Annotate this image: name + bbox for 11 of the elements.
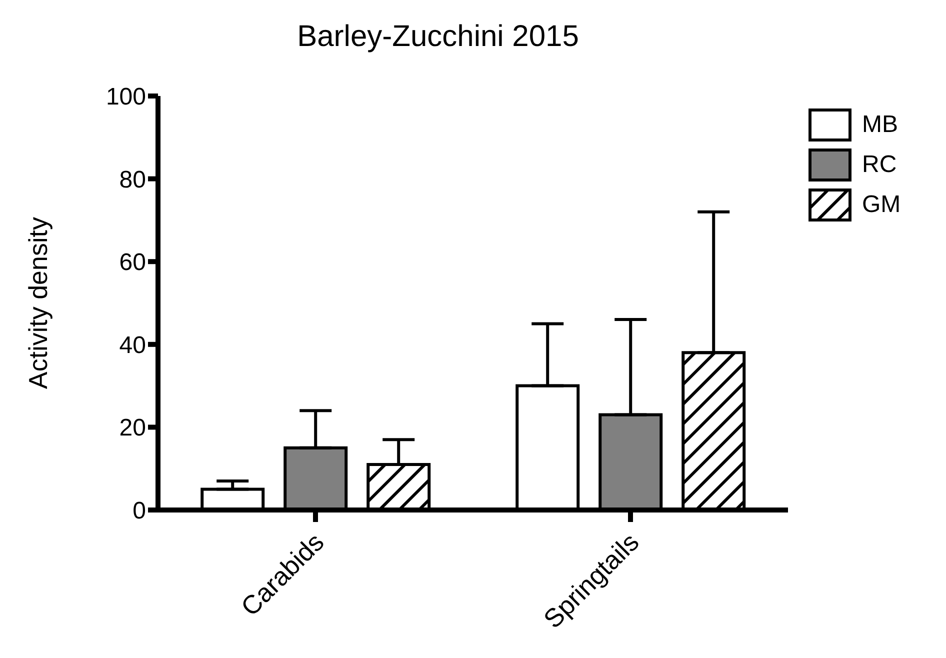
y-tick-label: 0: [132, 498, 146, 525]
chart-title: Barley-Zucchini 2015: [296, 20, 580, 54]
y-tick-label: 40: [119, 332, 146, 359]
y-axis-title: Activity density: [23, 217, 54, 389]
legend-label: GM: [862, 191, 901, 219]
y-tick-label: 80: [119, 166, 146, 194]
y-tick-label: 60: [119, 249, 146, 276]
y-tick-label: 100: [106, 84, 146, 111]
legend-label: MB: [862, 111, 898, 139]
legend-label: RC: [862, 151, 897, 179]
y-tick-label: 20: [119, 414, 146, 442]
